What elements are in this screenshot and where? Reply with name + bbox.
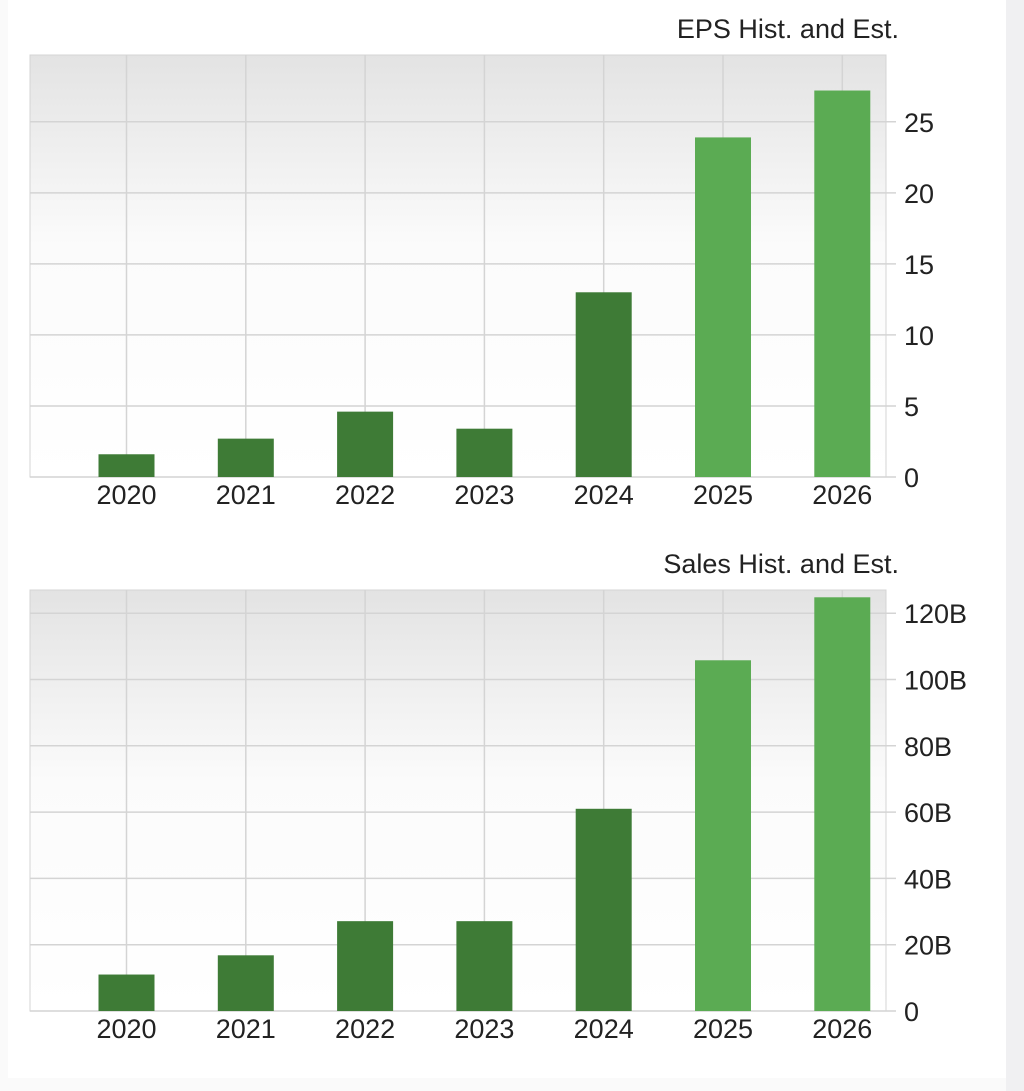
chart-title: EPS Hist. and Est. <box>677 14 899 44</box>
y-tick-label: 100B <box>904 666 967 696</box>
bar-2024 <box>575 292 632 477</box>
bar-2022 <box>337 411 394 477</box>
x-tick-label: 2026 <box>812 480 872 510</box>
bar-2020 <box>98 974 155 1011</box>
x-tick-label: 2022 <box>335 1014 395 1044</box>
x-tick-label: 2021 <box>216 480 276 510</box>
y-tick-label: 80B <box>904 732 952 762</box>
x-tick-label: 2024 <box>574 1014 634 1044</box>
bar-2026 <box>814 597 871 1011</box>
y-tick-label: 5 <box>904 392 919 422</box>
y-tick-label: 40B <box>904 864 952 894</box>
y-tick-label: 0 <box>904 997 919 1027</box>
bar-2026 <box>814 90 871 478</box>
bar-2025 <box>695 660 751 1011</box>
x-tick-label: 2020 <box>96 480 156 510</box>
bar-2024 <box>575 808 632 1011</box>
bar-2020 <box>98 454 155 477</box>
bar-2021 <box>217 955 274 1011</box>
x-tick-label: 2025 <box>693 480 753 510</box>
x-tick-label: 2021 <box>216 1014 276 1044</box>
x-tick-label: 2025 <box>693 1014 753 1044</box>
plot-area <box>29 54 887 478</box>
y-tick-label: 0 <box>904 463 919 493</box>
bar-2023 <box>456 921 513 1011</box>
y-tick-label: 15 <box>904 250 934 280</box>
x-tick-label: 2023 <box>454 480 514 510</box>
x-tick-label: 2023 <box>454 1014 514 1044</box>
x-tick-label: 2024 <box>574 480 634 510</box>
chart-sales: 0 20B 40B 60B 80B 100B 120B 2020 2021 2022 2023 202… <box>29 549 967 1044</box>
bar-2023 <box>456 428 513 477</box>
bar-2022 <box>337 921 394 1011</box>
y-tick-label: 20 <box>904 179 934 209</box>
y-tick-label: 10 <box>904 321 934 351</box>
x-tick-label: 2022 <box>335 480 395 510</box>
y-tick-label: 60B <box>904 798 952 828</box>
x-tick-label: 2026 <box>812 1014 872 1044</box>
y-tick-label: 20B <box>904 931 952 961</box>
chart-title: Sales Hist. and Est. <box>663 549 899 579</box>
x-tick-label: 2020 <box>96 1014 156 1044</box>
bar-2025 <box>695 137 751 478</box>
y-tick-label: 120B <box>904 599 967 629</box>
bar-2021 <box>217 438 274 477</box>
right-edge <box>1006 0 1024 1091</box>
y-tick-label: 25 <box>904 108 934 138</box>
